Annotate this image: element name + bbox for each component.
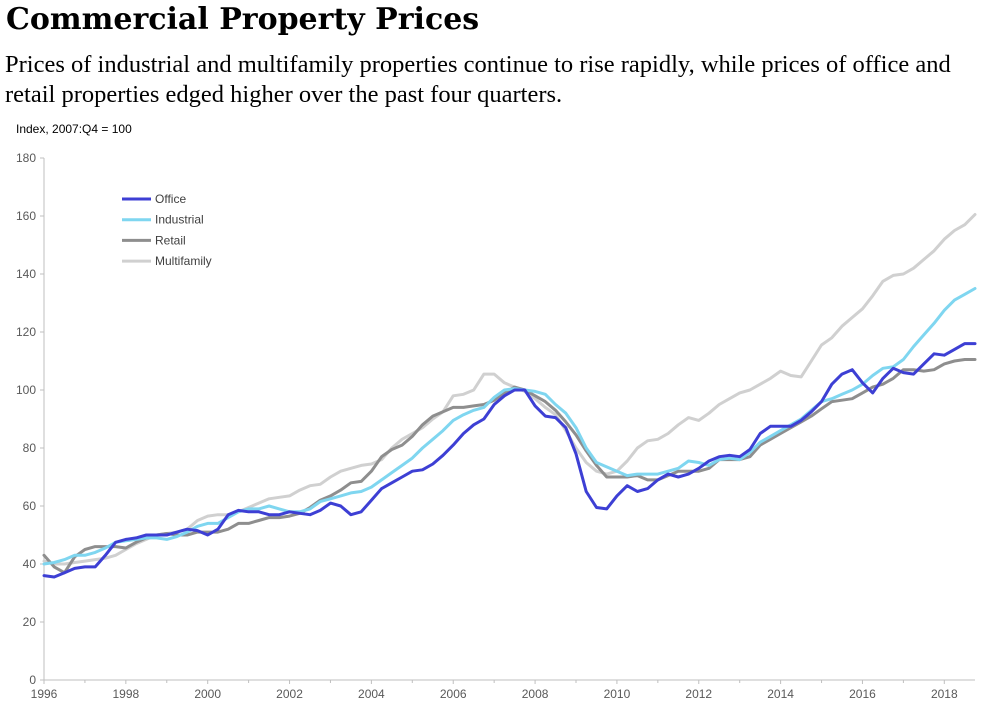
x-tick-label: 2004 [358,687,385,701]
x-tick-label: 2008 [522,687,549,701]
y-tick-label: 40 [23,557,37,571]
y-tick-label: 100 [16,383,36,397]
series-line-office [42,342,977,579]
y-tick-label: 160 [16,209,36,223]
x-tick-label: 2002 [276,687,303,701]
y-tick-label: 20 [23,615,37,629]
y-tick-label: 80 [23,441,37,455]
series-group [42,213,977,579]
series-line-multifamily [42,213,977,566]
chart-title: Commercial Property Prices [6,2,480,37]
y-axis-label: Index, 2007:Q4 = 100 [16,122,132,136]
legend-label-retail: Retail [155,233,186,247]
legend-label-office: Office [155,192,186,206]
x-tick-label: 2016 [849,687,876,701]
y-tick-label: 60 [23,499,37,513]
y-tick-label: 140 [16,267,36,281]
x-tick-label: 2010 [604,687,631,701]
y-tick-label: 0 [29,673,36,687]
x-tick-label: 2014 [767,687,794,701]
x-tick-label: 1998 [112,687,139,701]
legend-label-industrial: Industrial [155,213,204,227]
chart-subtitle: Prices of industrial and multifamily pro… [5,51,951,108]
x-tick-label: 2000 [194,687,221,701]
y-tick-label: 120 [16,325,36,339]
legend-label-multifamily: Multifamily [155,254,212,268]
legend: Office Industrial Retail Multifamily [122,192,212,268]
x-tick-label: 1996 [31,687,58,701]
x-tick-label: 2012 [685,687,712,701]
y-tick-label: 180 [16,151,36,165]
series-line-industrial [42,287,977,566]
x-tick-label: 2006 [440,687,467,701]
axes: 0 20 40 60 80 100 120 140 160 180 1996 1998 2000 2002… [16,151,975,701]
x-tick-label: 2018 [931,687,958,701]
